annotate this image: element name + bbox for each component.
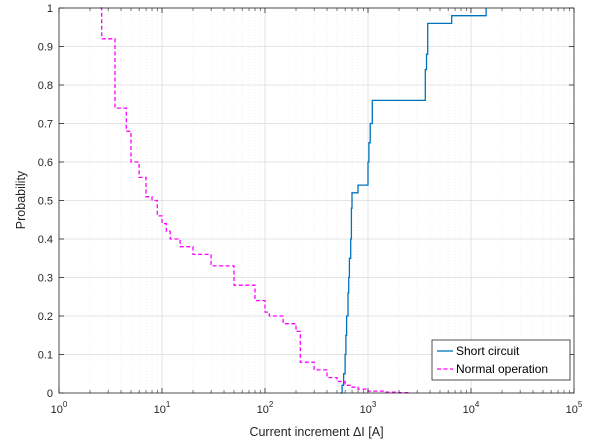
x-tick-label: 105 xyxy=(566,400,583,416)
y-tick-label: 0.6 xyxy=(38,157,53,169)
x-tick-labels: 100 101 102 103 104 105 xyxy=(51,400,583,416)
y-tick-label: 1 xyxy=(47,3,53,15)
x-tick-label: 104 xyxy=(463,400,480,416)
y-tick-label: 0.2 xyxy=(38,311,53,323)
y-tick-label: 0 xyxy=(47,388,53,400)
legend-label-normal-operation: Normal operation xyxy=(456,362,548,376)
series-line-short-circuit xyxy=(340,8,487,394)
y-tick-label: 0.9 xyxy=(38,42,53,54)
x-tick-label: 100 xyxy=(51,400,68,416)
x-tick-label: 102 xyxy=(257,400,274,416)
y-tick-label: 0.7 xyxy=(38,119,53,131)
y-axis-label: Probability xyxy=(14,170,28,229)
series-line-normal-operation xyxy=(100,7,410,394)
y-tick-labels: 0 0.1 0.2 0.3 0.4 0.5 0.6 0.7 0.8 0.9 1 xyxy=(38,3,53,400)
x-tick-label: 103 xyxy=(360,400,377,416)
legend: Short circuit Normal operation xyxy=(431,339,571,381)
series-layer xyxy=(100,7,487,394)
ticks xyxy=(58,7,575,394)
legend-label-short-circuit: Short circuit xyxy=(456,344,520,358)
y-tick-label: 0.8 xyxy=(38,80,53,92)
legend-box xyxy=(431,339,571,381)
y-tick-label: 0.3 xyxy=(38,273,53,285)
x-tick-label: 101 xyxy=(154,400,171,416)
y-tick-label: 0.4 xyxy=(38,234,53,246)
x-axis-label: Current increment ΔI [A] xyxy=(249,425,383,439)
y-tick-label: 0.5 xyxy=(38,196,53,208)
y-tick-label: 0.1 xyxy=(38,350,53,362)
